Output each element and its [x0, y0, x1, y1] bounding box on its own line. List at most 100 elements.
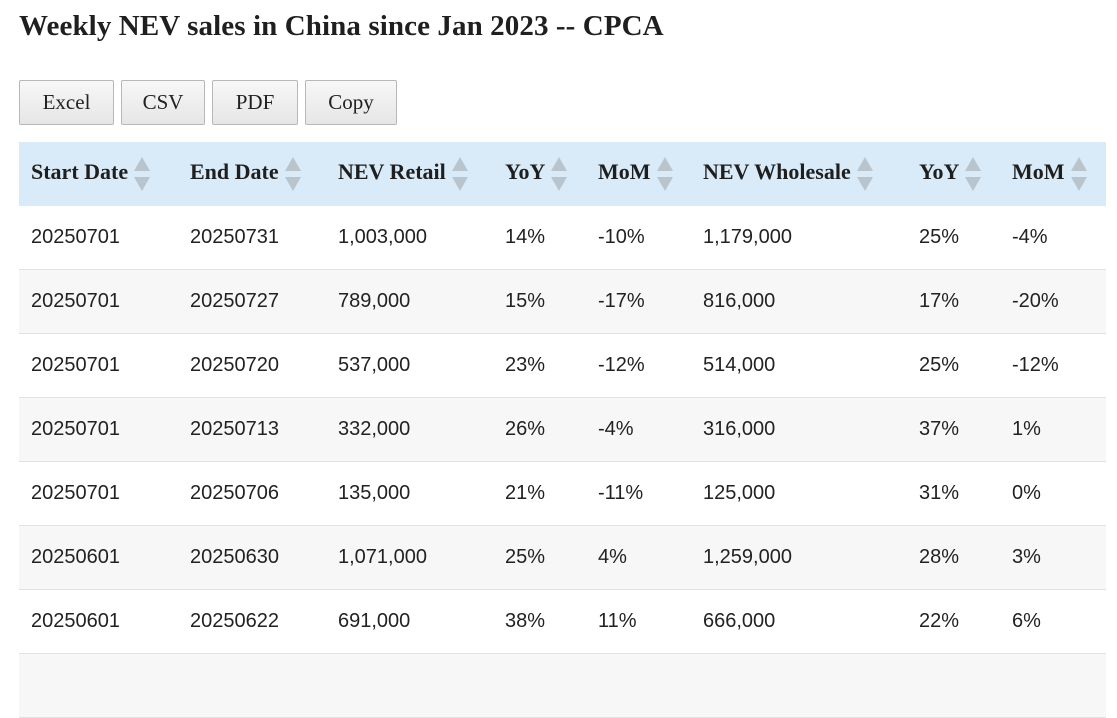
cell-nev-retail: 691,000 — [326, 589, 493, 654]
column-header-label: MoM — [598, 159, 651, 185]
cell-nev-wholesale: 125,000 — [691, 461, 907, 526]
cell-empty — [178, 653, 326, 718]
cell-nev-wholesale: 316,000 — [691, 397, 907, 462]
cell-wholesale-mom: -4% — [1000, 206, 1106, 270]
cell-nev-retail: 789,000 — [326, 269, 493, 334]
cell-wholesale-yoy: 31% — [907, 461, 1000, 526]
cell-retail-mom: -17% — [586, 269, 691, 334]
cell-retail-mom: -12% — [586, 333, 691, 398]
cell-wholesale-mom: 0% — [1000, 461, 1106, 526]
sort-arrows-icon[interactable] — [134, 157, 151, 191]
cell-start-date: 20250701 — [19, 397, 178, 462]
table-row-partial — [19, 653, 1106, 718]
column-header-start-date[interactable]: Start Date — [19, 142, 178, 206]
column-header-label: End Date — [190, 159, 279, 185]
cell-empty — [586, 653, 691, 718]
cell-end-date: 20250706 — [178, 461, 326, 526]
sort-arrows-icon[interactable] — [451, 157, 468, 191]
cell-end-date: 20250727 — [178, 269, 326, 334]
cell-retail-mom: -11% — [586, 461, 691, 526]
cell-start-date: 20250701 — [19, 206, 178, 270]
cell-retail-yoy: 26% — [493, 397, 586, 462]
sort-arrows-icon[interactable] — [965, 157, 982, 191]
column-header-label: YoY — [919, 159, 960, 185]
cell-start-date: 20250701 — [19, 461, 178, 526]
cell-nev-wholesale: 666,000 — [691, 589, 907, 654]
csv-export-button[interactable]: CSV — [121, 80, 205, 125]
cell-retail-yoy: 14% — [493, 206, 586, 270]
cell-nev-retail: 332,000 — [326, 397, 493, 462]
cell-end-date: 20250720 — [178, 333, 326, 398]
table-row: 20250701 20250731 1,003,000 14% -10% 1,1… — [19, 206, 1106, 270]
sort-arrows-icon[interactable] — [656, 157, 673, 191]
cell-start-date: 20250701 — [19, 333, 178, 398]
cell-start-date: 20250701 — [19, 269, 178, 334]
cell-wholesale-mom: 3% — [1000, 525, 1106, 590]
cell-wholesale-yoy: 17% — [907, 269, 1000, 334]
column-header-wholesale-yoy[interactable]: YoY — [907, 142, 1000, 206]
cell-retail-yoy: 23% — [493, 333, 586, 398]
cell-nev-retail: 1,003,000 — [326, 206, 493, 270]
cell-wholesale-yoy: 25% — [907, 333, 1000, 398]
sales-table: Start Date End Date NEV Retail YoY MoM N… — [19, 142, 1106, 718]
cell-end-date: 20250622 — [178, 589, 326, 654]
cell-wholesale-yoy: 22% — [907, 589, 1000, 654]
page-title: Weekly NEV sales in China since Jan 2023… — [19, 10, 664, 42]
cell-empty — [1000, 653, 1106, 718]
table-row: 20250701 20250713 332,000 26% -4% 316,00… — [19, 397, 1106, 462]
column-header-label: Start Date — [31, 159, 129, 185]
cell-end-date: 20250713 — [178, 397, 326, 462]
table-row: 20250701 20250720 537,000 23% -12% 514,0… — [19, 333, 1106, 398]
cell-nev-wholesale: 1,179,000 — [691, 206, 907, 270]
cell-nev-retail: 1,071,000 — [326, 525, 493, 590]
cell-end-date: 20250630 — [178, 525, 326, 590]
column-header-label: YoY — [505, 159, 546, 185]
cell-retail-yoy: 25% — [493, 525, 586, 590]
cell-retail-mom: -10% — [586, 206, 691, 270]
sort-arrows-icon[interactable] — [856, 157, 873, 191]
sort-arrows-icon[interactable] — [551, 157, 568, 191]
cell-nev-wholesale: 1,259,000 — [691, 525, 907, 590]
column-header-retail-mom[interactable]: MoM — [586, 142, 691, 206]
cell-empty — [326, 653, 493, 718]
cell-retail-mom: 4% — [586, 525, 691, 590]
cell-nev-wholesale: 816,000 — [691, 269, 907, 334]
sort-arrows-icon[interactable] — [1070, 157, 1087, 191]
cell-nev-retail: 537,000 — [326, 333, 493, 398]
cell-wholesale-mom: -12% — [1000, 333, 1106, 398]
column-header-label: NEV Wholesale — [703, 159, 851, 185]
column-header-label: MoM — [1012, 159, 1065, 185]
cell-retail-mom: 11% — [586, 589, 691, 654]
table-header-row: Start Date End Date NEV Retail YoY MoM N… — [19, 142, 1106, 206]
cell-empty — [19, 653, 178, 718]
cell-wholesale-mom: 1% — [1000, 397, 1106, 462]
cell-wholesale-yoy: 28% — [907, 525, 1000, 590]
cell-wholesale-mom: 6% — [1000, 589, 1106, 654]
cell-wholesale-yoy: 25% — [907, 206, 1000, 270]
table-row: 20250601 20250630 1,071,000 25% 4% 1,259… — [19, 525, 1106, 590]
column-header-nev-retail[interactable]: NEV Retail — [326, 142, 493, 206]
cell-empty — [907, 653, 1000, 718]
cell-end-date: 20250731 — [178, 206, 326, 270]
excel-export-button[interactable]: Excel — [19, 80, 114, 125]
table-body: 20250701 20250731 1,003,000 14% -10% 1,1… — [19, 206, 1106, 718]
cell-retail-mom: -4% — [586, 397, 691, 462]
table-row: 20250601 20250622 691,000 38% 11% 666,00… — [19, 589, 1106, 654]
column-header-wholesale-mom[interactable]: MoM — [1000, 142, 1106, 206]
cell-retail-yoy: 21% — [493, 461, 586, 526]
table-row: 20250701 20250727 789,000 15% -17% 816,0… — [19, 269, 1106, 334]
column-header-nev-wholesale[interactable]: NEV Wholesale — [691, 142, 907, 206]
cell-empty — [691, 653, 907, 718]
column-header-label: NEV Retail — [338, 159, 446, 185]
copy-button[interactable]: Copy — [305, 80, 397, 125]
column-header-retail-yoy[interactable]: YoY — [493, 142, 586, 206]
cell-nev-retail: 135,000 — [326, 461, 493, 526]
column-header-end-date[interactable]: End Date — [178, 142, 326, 206]
cell-wholesale-mom: -20% — [1000, 269, 1106, 334]
sort-arrows-icon[interactable] — [284, 157, 301, 191]
cell-nev-wholesale: 514,000 — [691, 333, 907, 398]
cell-start-date: 20250601 — [19, 589, 178, 654]
sales-table-container: Start Date End Date NEV Retail YoY MoM N… — [19, 142, 1106, 718]
pdf-export-button[interactable]: PDF — [212, 80, 298, 125]
cell-wholesale-yoy: 37% — [907, 397, 1000, 462]
